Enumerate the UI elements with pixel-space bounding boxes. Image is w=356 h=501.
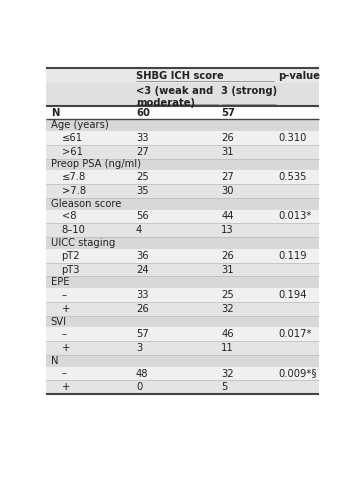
Text: 0.009*§: 0.009*§ <box>278 369 317 379</box>
Text: 32: 32 <box>221 369 234 379</box>
Text: 24: 24 <box>136 265 148 275</box>
Bar <box>46 223 319 237</box>
Bar <box>46 198 319 209</box>
Text: 57: 57 <box>136 329 149 339</box>
Text: 27: 27 <box>221 172 234 182</box>
Text: 26: 26 <box>136 304 149 314</box>
Text: 0.013*: 0.013* <box>278 211 312 221</box>
Bar <box>46 145 319 159</box>
Text: EPE: EPE <box>51 277 69 287</box>
Bar <box>46 131 319 145</box>
Text: SVI: SVI <box>51 317 67 327</box>
Text: 0.310: 0.310 <box>278 133 307 143</box>
Bar <box>46 68 319 83</box>
Text: 5: 5 <box>221 382 227 392</box>
Text: 33: 33 <box>136 133 148 143</box>
Text: SHBG ICH score: SHBG ICH score <box>136 71 224 81</box>
Text: 26: 26 <box>221 133 234 143</box>
Text: ≤7.8: ≤7.8 <box>62 172 86 182</box>
Text: –: – <box>62 369 67 379</box>
Bar <box>46 249 319 263</box>
Bar <box>46 341 319 355</box>
Text: 0.194: 0.194 <box>278 290 307 300</box>
Text: <3 (weak and
moderate): <3 (weak and moderate) <box>136 86 213 108</box>
Text: 30: 30 <box>221 186 234 196</box>
Text: 13: 13 <box>221 225 234 235</box>
Bar <box>46 277 319 288</box>
Text: 48: 48 <box>136 369 148 379</box>
Text: 31: 31 <box>221 265 234 275</box>
Text: –: – <box>62 290 67 300</box>
Bar <box>46 106 319 119</box>
Text: UICC staging: UICC staging <box>51 238 115 248</box>
Text: <8: <8 <box>62 211 76 221</box>
Text: –: – <box>62 329 67 339</box>
Text: 25: 25 <box>221 290 234 300</box>
Text: 8–10: 8–10 <box>62 225 85 235</box>
Text: 0.119: 0.119 <box>278 250 307 261</box>
Bar <box>46 159 319 170</box>
Bar <box>46 367 319 380</box>
Text: pT3: pT3 <box>62 265 80 275</box>
Text: pT2: pT2 <box>62 250 80 261</box>
Bar <box>46 184 319 198</box>
Bar <box>46 83 319 106</box>
Text: 0: 0 <box>136 382 142 392</box>
Bar <box>46 119 319 131</box>
Bar <box>46 355 319 367</box>
Text: +: + <box>62 343 70 353</box>
Text: 3 (strong): 3 (strong) <box>221 86 277 96</box>
Text: 32: 32 <box>221 304 234 314</box>
Text: p-value: p-value <box>278 71 320 81</box>
Text: 31: 31 <box>221 147 234 157</box>
Bar <box>46 327 319 341</box>
Text: 56: 56 <box>136 211 149 221</box>
Text: >7.8: >7.8 <box>62 186 86 196</box>
Text: N: N <box>51 356 58 366</box>
Text: 33: 33 <box>136 290 148 300</box>
Bar <box>46 170 319 184</box>
Text: 0.017*: 0.017* <box>278 329 312 339</box>
Text: 26: 26 <box>221 250 234 261</box>
Bar <box>46 209 319 223</box>
Text: >61: >61 <box>62 147 83 157</box>
Bar <box>46 302 319 316</box>
Bar <box>46 237 319 249</box>
Text: ≤61: ≤61 <box>62 133 83 143</box>
Bar <box>46 263 319 277</box>
Text: Gleason score: Gleason score <box>51 199 121 209</box>
Bar <box>46 380 319 394</box>
Text: 4: 4 <box>136 225 142 235</box>
Text: 25: 25 <box>136 172 149 182</box>
Bar <box>46 316 319 327</box>
Text: 35: 35 <box>136 186 148 196</box>
Text: 3: 3 <box>136 343 142 353</box>
Text: +: + <box>62 304 70 314</box>
Text: 46: 46 <box>221 329 234 339</box>
Text: Preop PSA (ng/ml): Preop PSA (ng/ml) <box>51 159 141 169</box>
Text: 11: 11 <box>221 343 234 353</box>
Text: 57: 57 <box>221 108 235 118</box>
Text: 60: 60 <box>136 108 150 118</box>
Text: Age (years): Age (years) <box>51 120 109 130</box>
Text: N: N <box>51 108 59 118</box>
Text: 36: 36 <box>136 250 148 261</box>
Text: 0.535: 0.535 <box>278 172 307 182</box>
Bar <box>46 288 319 302</box>
Text: +: + <box>62 382 70 392</box>
Text: 27: 27 <box>136 147 149 157</box>
Text: 44: 44 <box>221 211 234 221</box>
